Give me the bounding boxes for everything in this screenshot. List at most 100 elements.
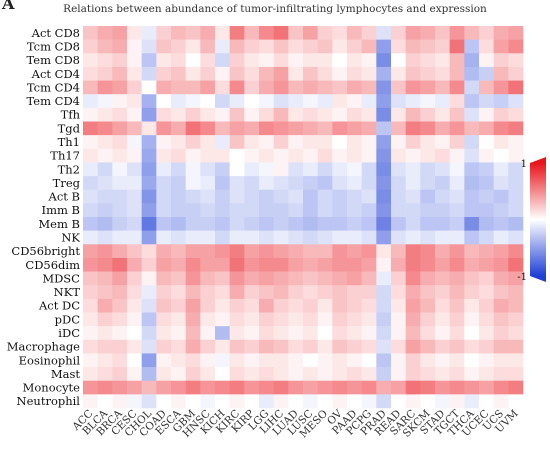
heatmap-cell [244, 121, 260, 136]
heatmap-cell [493, 285, 509, 300]
heatmap-cell [493, 339, 509, 354]
heatmap-cell [97, 353, 113, 368]
heatmap-cell [391, 162, 406, 177]
heatmap-cell [127, 367, 142, 382]
heatmap-cell [420, 121, 436, 136]
heatmap-cell [83, 148, 98, 163]
heatmap-cell [112, 39, 128, 54]
heatmap-cell [127, 39, 142, 54]
heatmap-cell [171, 380, 186, 395]
heatmap-cell [376, 135, 392, 150]
heatmap-cell [171, 66, 186, 81]
row-label: iDC [58, 326, 80, 340]
heatmap-cell [361, 339, 377, 354]
heatmap-cell [508, 135, 524, 150]
heatmap-cell [127, 80, 142, 95]
heatmap-cell [479, 367, 494, 382]
heatmap-cell [97, 176, 113, 191]
heatmap-cell [479, 94, 494, 109]
heatmap-cell [508, 107, 524, 122]
heatmap-cell [83, 257, 98, 272]
heatmap-cell [200, 339, 216, 354]
heatmap-cell [479, 203, 494, 218]
heatmap-cell [493, 353, 509, 368]
heatmap-cell [391, 285, 406, 300]
heatmap-cell [273, 66, 289, 81]
heatmap-cell [83, 367, 98, 382]
heatmap-cell [361, 26, 377, 40]
heatmap-cell [435, 285, 450, 300]
heatmap-cell [83, 80, 98, 95]
heatmap-cell [420, 353, 436, 368]
heatmap-cell [229, 217, 245, 231]
heatmap-cell [332, 162, 348, 177]
heatmap-cell [244, 394, 260, 409]
heatmap-cell [405, 298, 421, 313]
heatmap-cell [420, 26, 436, 40]
heatmap-cell [112, 298, 128, 313]
heatmap-cell [464, 53, 480, 68]
heatmap-cell [273, 121, 289, 136]
heatmap-cell [273, 217, 289, 231]
heatmap-cell [171, 203, 186, 218]
heatmap-cell [493, 367, 509, 382]
heatmap-cell [303, 271, 318, 286]
heatmap-cell [156, 312, 172, 327]
heatmap-cell [303, 257, 318, 272]
heatmap-cell [303, 339, 318, 354]
heatmap-cell [112, 353, 128, 368]
heatmap-cell [141, 189, 157, 204]
row-label: Th2 [58, 162, 80, 176]
heatmap-cell [156, 176, 172, 191]
heatmap-cell [97, 203, 113, 218]
heatmap-cell [156, 285, 172, 300]
heatmap-cell [200, 203, 216, 218]
row-label: pDC [55, 312, 81, 326]
heatmap-cell [97, 107, 113, 122]
heatmap-cell [405, 312, 421, 327]
heatmap-cell [420, 339, 436, 354]
heatmap-cell [464, 66, 480, 81]
heatmap-cell [361, 312, 377, 327]
heatmap-cell [215, 326, 230, 341]
heatmap-cell [332, 339, 348, 354]
heatmap-cell [317, 107, 333, 122]
heatmap-cell [200, 189, 216, 204]
heatmap-cell [493, 257, 509, 272]
heatmap-cell [141, 26, 157, 40]
heatmap-cell [171, 26, 186, 40]
row-label: Mast [51, 367, 81, 381]
heatmap-cell [420, 176, 436, 191]
heatmap-cell [200, 367, 216, 382]
heatmap-cell [200, 39, 216, 54]
heatmap-cell [420, 189, 436, 204]
heatmap-cell [229, 162, 245, 177]
row-label: Eosinophil [19, 353, 81, 367]
heatmap-cell [361, 189, 377, 204]
heatmap-cell [288, 257, 304, 272]
heatmap-cell [420, 326, 436, 341]
figure-letter: A [2, 0, 15, 13]
heatmap-cell [127, 244, 142, 259]
heatmap-cell [259, 230, 274, 245]
heatmap-cell [156, 94, 172, 109]
heatmap-cell [376, 339, 392, 354]
heatmap-cell [259, 339, 274, 354]
heatmap-cell [215, 203, 230, 218]
heatmap-cell [508, 380, 524, 395]
heatmap-cell [479, 217, 494, 231]
heatmap-cell [288, 135, 304, 150]
heatmap-cell [127, 271, 142, 286]
heatmap-cell [244, 53, 260, 68]
heatmap-cell [303, 53, 318, 68]
heatmap-cell [259, 176, 274, 191]
heatmap-cell [244, 162, 260, 177]
heatmap-cell [493, 135, 509, 150]
heatmap-cell [229, 312, 245, 327]
heatmap-cell [229, 135, 245, 150]
heatmap-cell [259, 66, 274, 81]
heatmap-cell [288, 80, 304, 95]
heatmap-cell [508, 353, 524, 368]
heatmap-cell [391, 394, 406, 409]
heatmap-cell [508, 367, 524, 382]
